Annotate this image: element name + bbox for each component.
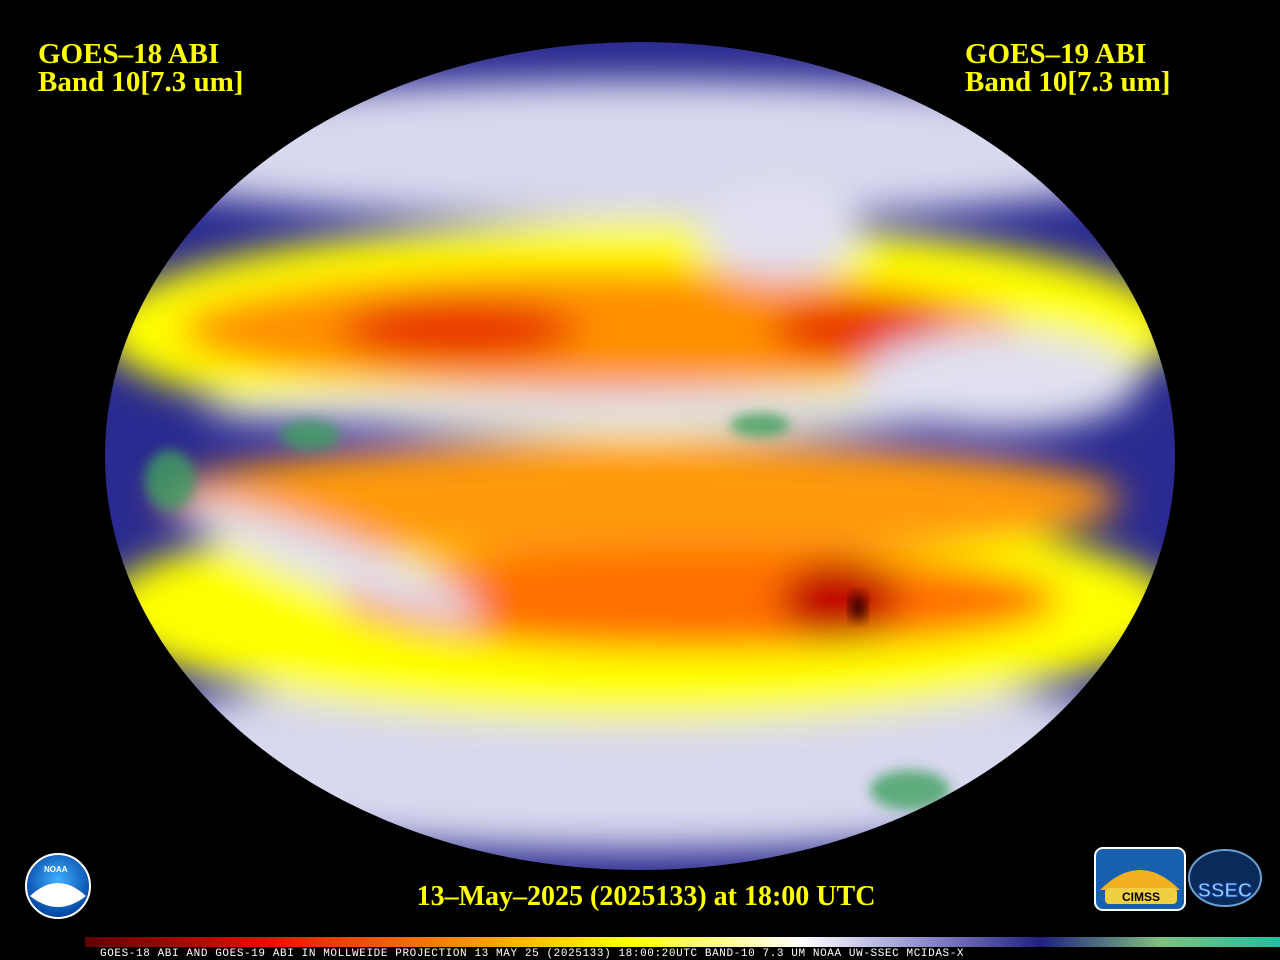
noaa-logo: NOAA: [25, 853, 91, 919]
footer-caption: GOES-18 ABI AND GOES-19 ABI IN MOLLWEIDE…: [100, 948, 964, 960]
color-bar: [85, 937, 1280, 947]
cimss-text: CIMSS: [1122, 890, 1160, 904]
ssec-text: SSEC: [1198, 880, 1252, 902]
ssec-logo: SSEC: [1188, 849, 1262, 907]
cimss-logo: CIMSS: [1094, 847, 1186, 911]
right-satellite: GOES–19 ABI: [965, 38, 1146, 70]
left-band: Band 10[7.3 um]: [38, 66, 243, 98]
right-band: Band 10[7.3 um]: [965, 66, 1170, 98]
left-satellite: GOES–18 ABI: [38, 38, 219, 70]
satellite-image: [105, 42, 1175, 870]
timestamp: 13–May–2025 (2025133) at 18:00 UTC: [417, 881, 876, 912]
noaa-text: NOAA: [44, 865, 68, 874]
